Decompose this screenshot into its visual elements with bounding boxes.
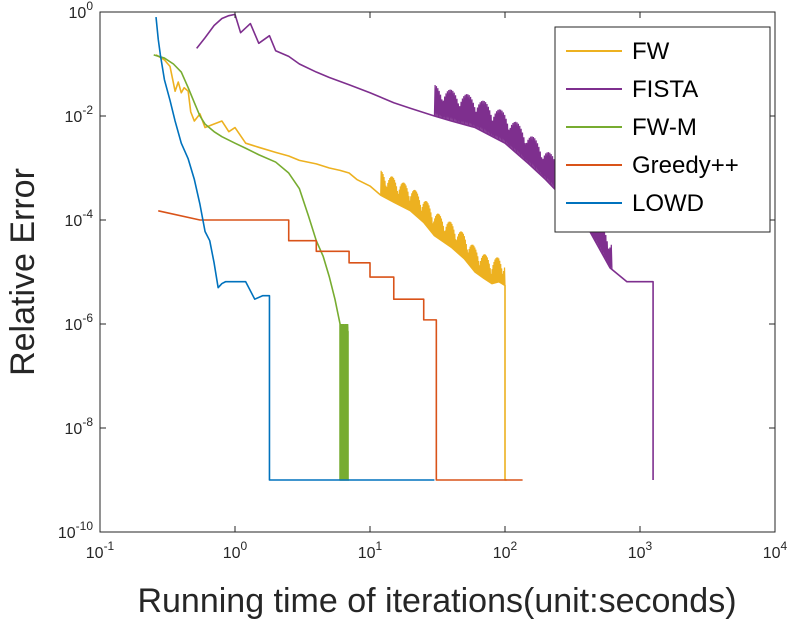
series-fw-m-noise-band bbox=[339, 323, 349, 481]
series-lowd bbox=[155, 16, 435, 481]
tick-marks bbox=[99, 11, 776, 533]
series-fw bbox=[155, 54, 507, 481]
y-tick-label-3: 10-6 bbox=[65, 311, 94, 334]
series-fista-line bbox=[196, 13, 654, 480]
series-greedy bbox=[158, 210, 523, 481]
x-axis-label: Running time of iterations(unit:seconds) bbox=[137, 582, 736, 620]
legend-label-greedy: Greedy++ bbox=[632, 152, 739, 179]
y-tick-label-1: 10-2 bbox=[65, 103, 94, 126]
series-fw-line bbox=[155, 54, 507, 481]
series-lowd-line bbox=[155, 16, 435, 481]
x-tick-label-3: 102 bbox=[493, 539, 518, 562]
y-tick-labels: 100 10-2 10-4 10-6 10-8 10-10 bbox=[58, 0, 93, 542]
y-tick-label-0: 100 bbox=[69, 0, 94, 22]
x-tick-label-1: 100 bbox=[223, 539, 248, 562]
legend-label-fw-m: FW-M bbox=[632, 114, 697, 141]
y-tick-label-5: 10-10 bbox=[58, 519, 93, 542]
legend: FW FISTA FW-M Greedy++ LOWD bbox=[554, 26, 771, 233]
x-tick-label-2: 101 bbox=[358, 539, 383, 562]
y-tick-label-2: 10-4 bbox=[65, 207, 94, 230]
legend-label-fista: FISTA bbox=[632, 76, 698, 103]
y-tick-label-4: 10-8 bbox=[65, 415, 94, 438]
legend-item-fw-m: FW-M bbox=[566, 114, 697, 141]
y-axis-label: Relative Error bbox=[4, 168, 42, 376]
series-greedy-line bbox=[158, 210, 523, 481]
legend-item-greedy: Greedy++ bbox=[566, 152, 739, 179]
x-tick-labels: 10-1 100 101 102 103 104 bbox=[86, 539, 788, 562]
legend-item-fw: FW bbox=[566, 38, 670, 65]
legend-label-lowd: LOWD bbox=[632, 190, 704, 217]
x-tick-label-4: 103 bbox=[628, 539, 653, 562]
legend-box bbox=[554, 26, 771, 233]
series-fw-m-line bbox=[153, 54, 350, 481]
legend-item-fista: FISTA bbox=[566, 76, 698, 103]
legend-item-lowd: LOWD bbox=[566, 190, 704, 217]
plot-frame bbox=[99, 11, 776, 533]
x-tick-label-0: 10-1 bbox=[86, 539, 115, 562]
x-tick-label-5: 104 bbox=[763, 539, 788, 562]
legend-label-fw: FW bbox=[632, 38, 670, 65]
